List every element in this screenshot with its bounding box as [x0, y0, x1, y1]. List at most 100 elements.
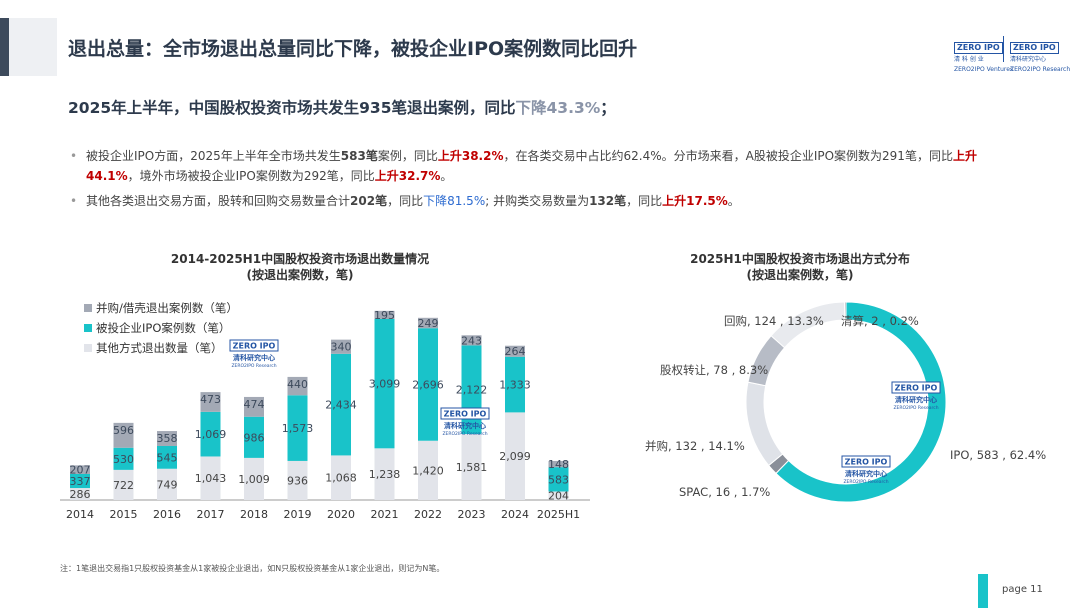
data-label: 473: [200, 393, 221, 406]
data-label: 2,099: [499, 450, 531, 463]
page-accent-bar: [978, 574, 988, 608]
watermark-box: [440, 407, 490, 420]
data-label: 1,043: [195, 472, 227, 485]
watermark-box-text: ZERO IPO: [895, 384, 938, 393]
bar-segment-ma: [374, 310, 395, 319]
bar-chart-title-line1: 2014-2025H1中国股权投资市场退出数量情况: [170, 252, 430, 266]
logo-en: ZERO2IPO Ventures: [954, 66, 1014, 73]
text: ，同比: [626, 194, 663, 208]
data-label: 2,122: [456, 384, 488, 397]
donut-label: 股权转让, 78 , 8.3%: [660, 363, 768, 377]
bar-segment-ipo: [287, 395, 308, 461]
data-label: 3,099: [369, 378, 401, 391]
data-label: 722: [113, 479, 134, 492]
bar-segment-ma: [505, 345, 525, 357]
watermark-box-text: ZERO IPO: [444, 410, 487, 419]
watermark-box: [229, 339, 279, 352]
data-label: 264: [505, 345, 526, 358]
watermark-cn: 清科研究中心: [895, 395, 937, 404]
zero2ipo-research-logo: ZERO IPO 清科研究中心 ZERO2IPO Research: [1010, 35, 1070, 73]
bar-segment-ma: [200, 392, 221, 412]
text: ，同比: [387, 194, 424, 208]
donut-slice-IPO: [775, 301, 947, 503]
bar-segment-other: [113, 469, 134, 500]
data-label: 1,581: [456, 461, 488, 474]
data-label: 195: [374, 309, 395, 322]
headline: 2025年上半年，中国股权投资市场共发生935笔退出案例，同比下降43.3%；: [68, 96, 616, 118]
data-label: 340: [331, 341, 352, 354]
bar-segment-other: [374, 448, 395, 500]
bar-segment-other: [287, 460, 308, 500]
bar-segment-ma: [461, 335, 482, 346]
text: ，境外市场被投企业IPO案例数为292笔，同比: [127, 169, 375, 183]
bar-segment-ipo: [113, 447, 134, 470]
data-label: 1,069: [195, 428, 227, 441]
logo-cn: 清科研究中心: [1010, 56, 1047, 63]
x-tick-label: 2014: [66, 508, 94, 521]
donut-label: 并购, 132 , 14.1%: [645, 439, 745, 453]
data-label: 1,068: [325, 472, 357, 485]
donut-chart-title-line2: (按退出案例数，笔): [746, 268, 854, 282]
text: 被投企业IPO方面，2025年上半年全市场共发生: [86, 149, 341, 163]
watermark-en: ZERO2IPO Research: [231, 363, 276, 369]
bullet-dot-icon: •: [70, 149, 78, 163]
headline-suffix: ；: [600, 99, 616, 117]
bar-segment-other: [461, 434, 482, 500]
title-accent-bar: [0, 18, 9, 76]
donut-label: 回购, 124 , 13.3%: [724, 314, 824, 328]
data-label: 583: [548, 473, 569, 486]
legend-label: 其他方式退出数量（笔）: [96, 341, 223, 355]
bar-segment-other: [200, 456, 221, 500]
data-label: 337: [70, 475, 91, 488]
bar-segment-ma: [113, 422, 134, 448]
text: 其他各类退出交易方面，股转和回购交易数量合计: [86, 194, 351, 208]
bar-segment-ma: [70, 465, 90, 474]
watermark-cn: 清科研究中心: [444, 421, 486, 430]
bar-chart-title: 2014-2025H1中国股权投资市场退出数量情况 (按退出案例数，笔): [120, 251, 480, 283]
data-label: 2,696: [412, 378, 444, 391]
bar-segment-ipo: [374, 318, 395, 449]
bullet-other: • 其他各类退出交易方面，股转和回购交易数量合计202笔，同比下降81.5%; …: [70, 191, 1030, 211]
watermark-cn: 清科研究中心: [233, 353, 275, 362]
legend-swatch: [84, 304, 92, 312]
watermark-box-text: ZERO IPO: [845, 458, 888, 467]
bar-segment-ipo: [70, 473, 90, 489]
x-tick-label: 2024: [501, 508, 529, 521]
number: 583笔: [340, 149, 378, 163]
bullet-ipo: • 被投企业IPO方面，2025年上半年全市场共发生583笔案例，同比上升38.…: [70, 146, 1030, 186]
watermark-box: [841, 455, 891, 468]
x-tick-label: 2019: [284, 508, 312, 521]
data-label: 936: [287, 474, 308, 487]
x-tick-label: 2020: [327, 508, 355, 521]
data-label: 530: [113, 453, 134, 466]
donut-chart-title-line1: 2025H1中国股权投资市场退出方式分布: [690, 252, 910, 266]
legend-label: 被投企业IPO案例数（笔）: [96, 321, 230, 335]
text: 。: [727, 194, 740, 208]
bar-segment-ipo: [548, 467, 569, 492]
data-label: 1,333: [499, 379, 531, 392]
data-label: 440: [287, 378, 308, 391]
legend-swatch: [84, 324, 92, 332]
donut-label: SPAC, 16 , 1.7%: [679, 485, 770, 499]
data-label: 2,434: [325, 399, 357, 412]
watermark-box: [891, 381, 941, 394]
bar-segment-other: [418, 440, 438, 500]
data-label: 1,009: [238, 473, 270, 486]
footnote: 注：1笔退出交易指1只股权投资基金从1家被投企业退出，如N只股权投资基金从1家企…: [60, 564, 445, 573]
data-label: 1,573: [282, 422, 314, 435]
logo-cn: 清 科 创 业: [954, 56, 984, 63]
x-tick-label: 2022: [414, 508, 442, 521]
logo-box: ZERO IPO: [954, 42, 1003, 54]
bar-segment-ma: [287, 376, 308, 396]
text: ; 并购类交易数量为: [485, 194, 590, 208]
bar-segment-other: [244, 457, 264, 500]
data-label: 986: [244, 431, 265, 444]
watermark-cn: 清科研究中心: [845, 469, 887, 478]
bar-segment-ipo: [418, 328, 438, 441]
data-label: 148: [548, 458, 569, 471]
number: 132笔: [589, 194, 627, 208]
bar-segment-other: [157, 468, 177, 500]
